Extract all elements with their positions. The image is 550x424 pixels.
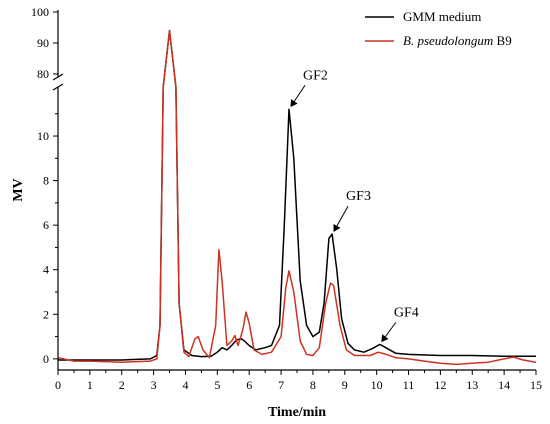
axis-break-mark bbox=[52, 73, 64, 81]
plot-lines bbox=[57, 29, 537, 366]
x-tick-label: 10 bbox=[371, 378, 383, 392]
x-tick-label: 11 bbox=[403, 378, 415, 392]
legend-label-b9: B. pseudolongum B9 bbox=[403, 33, 512, 48]
x-tick-label: 5 bbox=[214, 378, 220, 392]
annotation-arrow bbox=[381, 322, 397, 343]
x-tick-label: 8 bbox=[310, 378, 316, 392]
x-tick-label: 7 bbox=[278, 378, 284, 392]
x-tick-label: 0 bbox=[55, 378, 61, 392]
legend-label-gmm: GMM medium bbox=[403, 9, 481, 24]
y-tick-label: 100 bbox=[31, 5, 49, 19]
x-tick-label: 6 bbox=[246, 378, 252, 392]
y-tick-label: 6 bbox=[43, 218, 49, 232]
series-line-1 bbox=[57, 29, 537, 366]
axis-break-mark bbox=[52, 83, 64, 91]
y-tick-label: 10 bbox=[37, 129, 49, 143]
annotation-label: GF2 bbox=[303, 68, 328, 83]
y-tick-label: 2 bbox=[43, 307, 49, 321]
annotations: GF2 GF3 GF4 bbox=[290, 68, 419, 343]
x-tick-label: 12 bbox=[434, 378, 446, 392]
x-tick-label: 13 bbox=[466, 378, 478, 392]
y-tick-label: 0 bbox=[43, 352, 49, 366]
x-tick-label: 3 bbox=[151, 378, 157, 392]
x-tick-label: 15 bbox=[530, 378, 542, 392]
y-tick-label: 80 bbox=[37, 67, 49, 81]
x-tick-label: 4 bbox=[182, 378, 188, 392]
annotation-label: GF3 bbox=[346, 189, 371, 204]
y-tick-label: 8 bbox=[43, 174, 49, 188]
series-line-0 bbox=[58, 29, 536, 361]
y-tick-label: 4 bbox=[43, 263, 49, 277]
x-tick-label: 2 bbox=[119, 378, 125, 392]
x-tick-label: 1 bbox=[87, 378, 93, 392]
x-axis-title: Time/min bbox=[268, 405, 326, 420]
annotation-arrow bbox=[333, 205, 349, 232]
axes bbox=[52, 10, 536, 371]
x-tick-label: 9 bbox=[342, 378, 348, 392]
annotation-arrow bbox=[290, 85, 306, 108]
x-tick-label: 14 bbox=[498, 378, 510, 392]
y-axis-title: MV bbox=[11, 178, 26, 201]
legend: GMM medium B. pseudolongum B9 bbox=[365, 9, 512, 48]
y-tick-label: 90 bbox=[37, 36, 49, 50]
annotation-label: GF4 bbox=[394, 305, 419, 320]
